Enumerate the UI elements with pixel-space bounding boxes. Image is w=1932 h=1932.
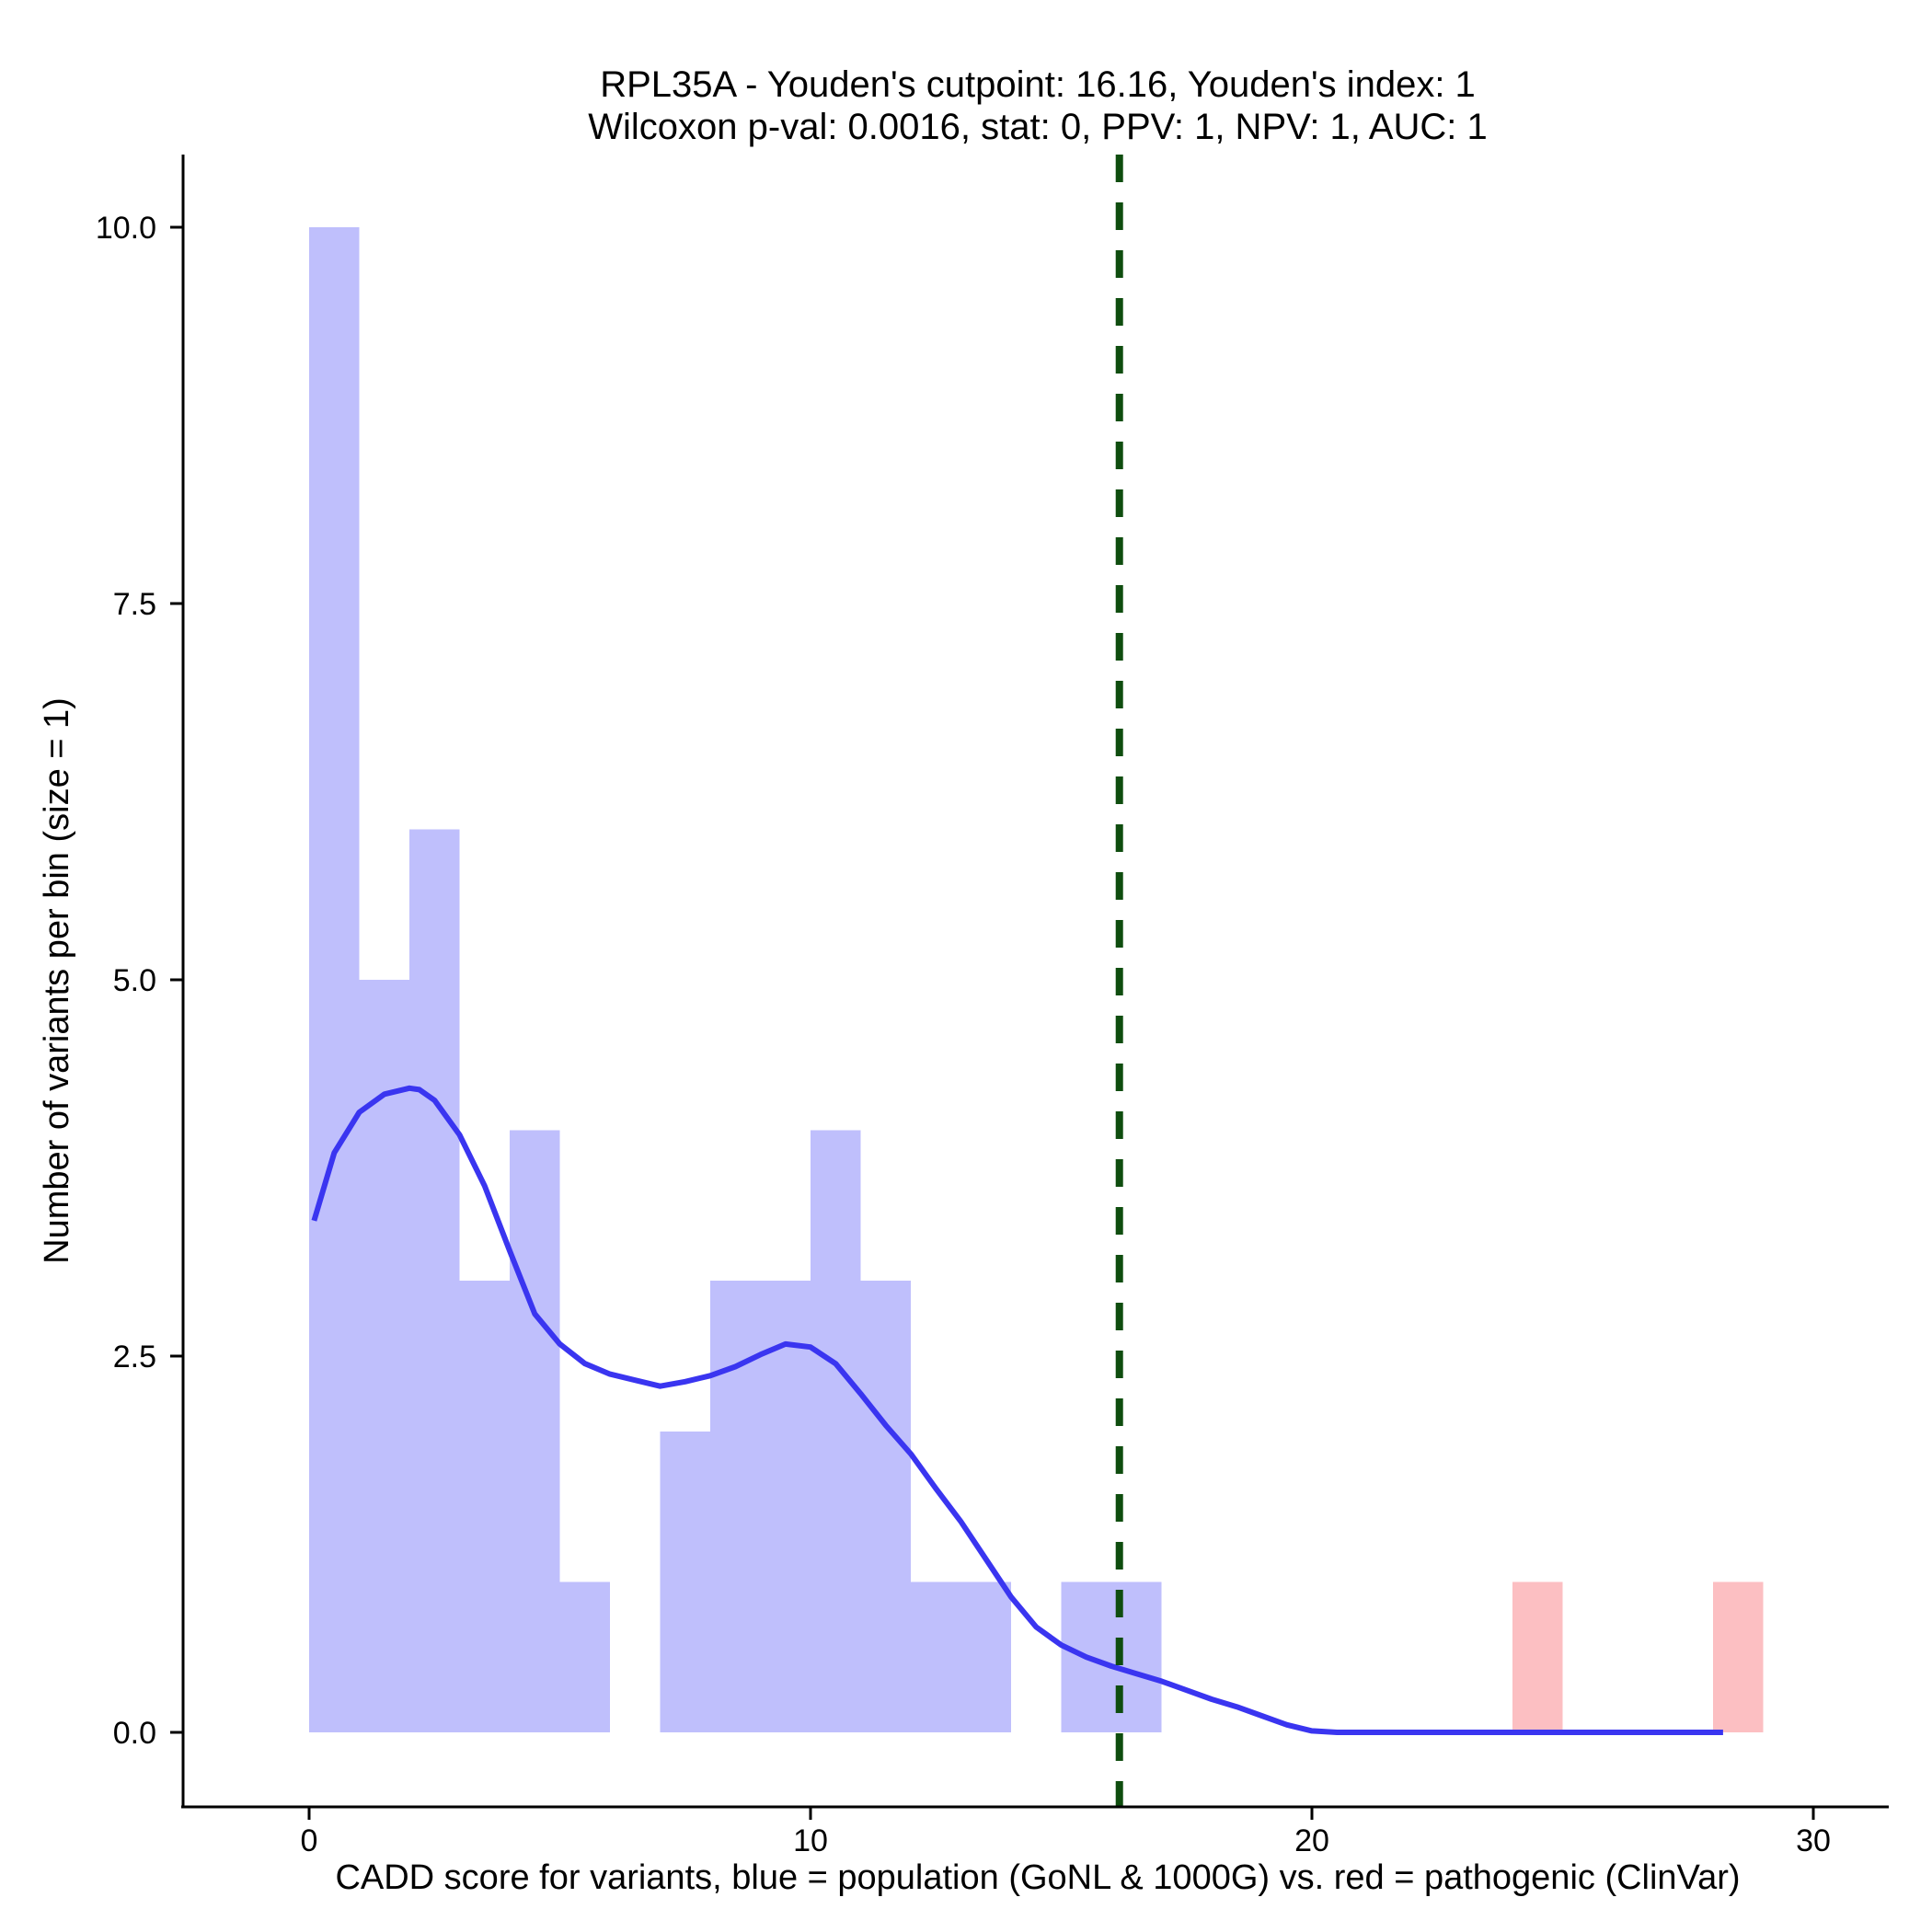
- population-bar-12: [911, 1581, 961, 1732]
- density-curve-layer: [311, 1085, 1723, 1735]
- population-bar-0: [309, 227, 360, 1732]
- population-bar-10: [811, 1130, 861, 1732]
- population-bar-9: [760, 1281, 811, 1732]
- pathogenic-bar-28: [1713, 1581, 1764, 1732]
- population-bar-11: [860, 1281, 911, 1732]
- population-bar-2: [409, 829, 460, 1732]
- population-bar-3: [459, 1281, 510, 1732]
- population-bar-5: [559, 1581, 610, 1732]
- x-axis-ticks: 0 10 20 30: [301, 1807, 1831, 1858]
- population-bar-7: [660, 1431, 710, 1732]
- y-tick-label: 10.0: [96, 211, 156, 246]
- population-bar-4: [510, 1130, 560, 1732]
- population-bar-13: [960, 1581, 1011, 1732]
- x-axis-title: CADD score for variants, blue = populati…: [335, 1858, 1740, 1897]
- y-axis-title: Number of variants per bin (size = 1): [38, 697, 76, 1264]
- x-tick-label: 0: [301, 1823, 318, 1858]
- y-tick-label: 2.5: [113, 1340, 156, 1374]
- y-tick-label: 7.5: [113, 587, 156, 622]
- y-tick-label: 5.0: [113, 963, 156, 998]
- density-curve: [311, 1085, 1723, 1735]
- y-axis-ticks: 0.0 2.5 5.0 7.5 10.0: [96, 211, 183, 1751]
- chart-subtitle: Wilcoxon p-val: 0.0016, stat: 0, PPV: 1,…: [588, 107, 1487, 147]
- x-tick-label: 30: [1796, 1823, 1831, 1858]
- population-bars: [309, 227, 1162, 1732]
- x-tick-label: 20: [1294, 1823, 1329, 1858]
- pathogenic-bars: [1512, 1581, 1764, 1732]
- population-bar-8: [710, 1281, 761, 1732]
- x-tick-label: 10: [793, 1823, 828, 1858]
- y-tick-label: 0.0: [113, 1716, 156, 1751]
- pathogenic-bar-24: [1512, 1581, 1563, 1732]
- chart-title: RPL35A - Youden's cutpoint: 16.16, Youde…: [600, 64, 1476, 105]
